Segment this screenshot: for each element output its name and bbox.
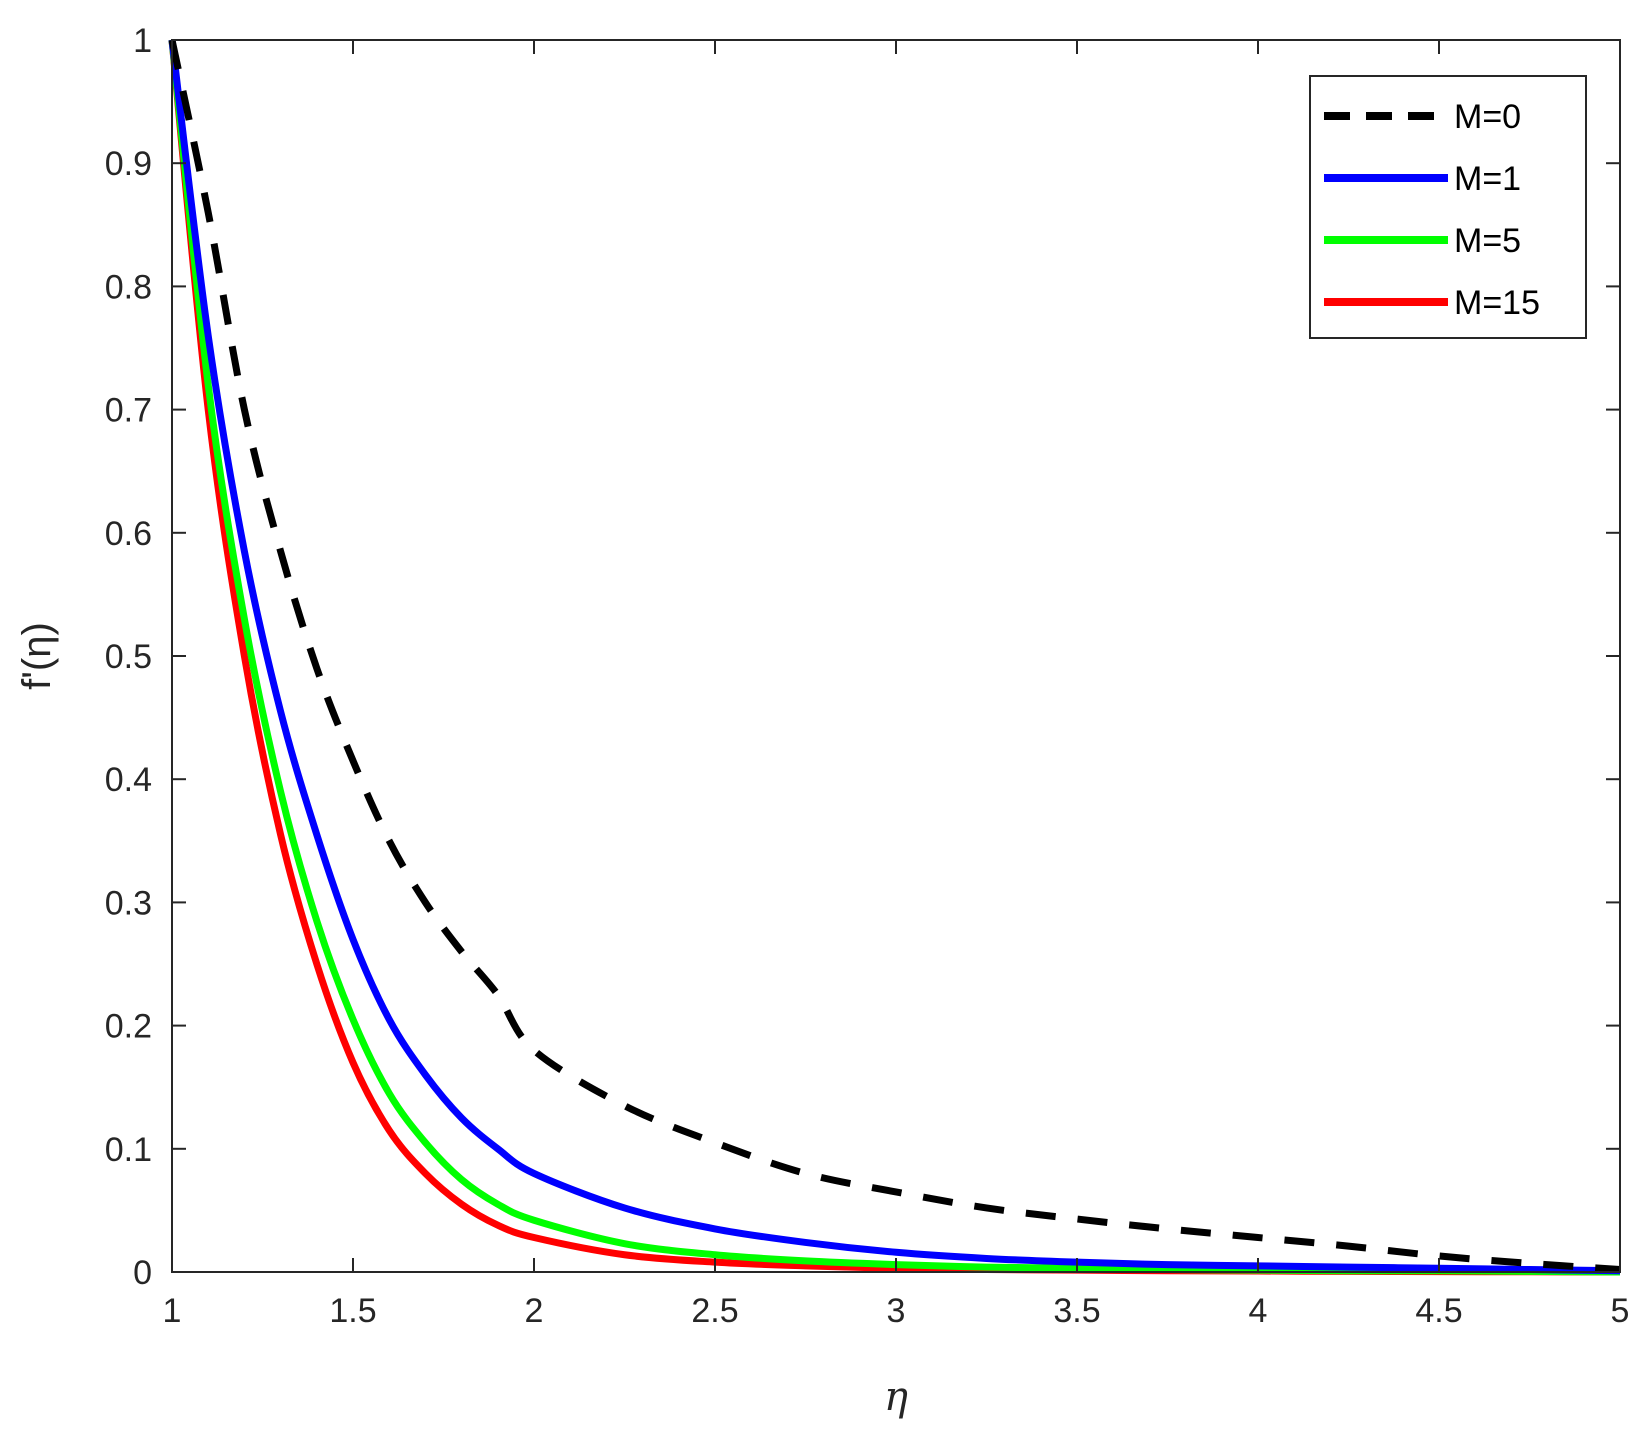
- legend-box: [1309, 75, 1587, 339]
- y-tick-label: 0: [133, 1254, 152, 1292]
- legend-label: M=15: [1454, 284, 1540, 322]
- y-tick-label: 0.3: [105, 884, 152, 922]
- y-tick-label: 1: [133, 22, 152, 60]
- x-tick-label: 3.5: [1053, 1292, 1100, 1330]
- legend-label: M=1: [1454, 160, 1521, 198]
- series-line-m-0: [168, 39, 1621, 1274]
- x-tick-label: 2.5: [691, 1292, 738, 1330]
- y-tick-label: 0.9: [105, 145, 152, 183]
- x-tick-label: 1.5: [329, 1292, 376, 1330]
- y-tick-label: 0.2: [105, 1008, 152, 1046]
- plot-frame: [171, 39, 1621, 1273]
- y-tick-label: 0.8: [105, 268, 152, 306]
- series-line-m-5: [168, 39, 1621, 1276]
- y-tick-label: 0.4: [105, 761, 152, 799]
- x-tick-label: 4: [1249, 1292, 1268, 1330]
- ticks-layer: 1 1.5 2 2.5 3 3.5 4 4.5 5 0 0.1 0.2 0.3 0.4 0.5 0.6 0.7 0…: [105, 22, 1630, 1330]
- x-tick-label: 4.5: [1415, 1292, 1462, 1330]
- y-axis-label: f'(η): [15, 622, 59, 690]
- x-tick-label: 1: [163, 1292, 182, 1330]
- legend-label: M=0: [1454, 98, 1521, 136]
- y-tick-label: 0.5: [105, 638, 152, 676]
- y-tick-label: 0.6: [105, 515, 152, 553]
- y-tick-label: 0.1: [105, 1131, 152, 1169]
- x-tick-label: 2: [525, 1292, 544, 1330]
- x-tick-label: 5: [1611, 1292, 1630, 1330]
- x-axis-label: η: [884, 1374, 908, 1420]
- series-line-m-1: [168, 39, 1621, 1275]
- x-tick-label: 3: [887, 1292, 906, 1330]
- legend: M=0 M=1 M=5 M=15: [1309, 75, 1587, 339]
- y-tick-label: 0.7: [105, 392, 152, 430]
- legend-label: M=5: [1454, 222, 1521, 260]
